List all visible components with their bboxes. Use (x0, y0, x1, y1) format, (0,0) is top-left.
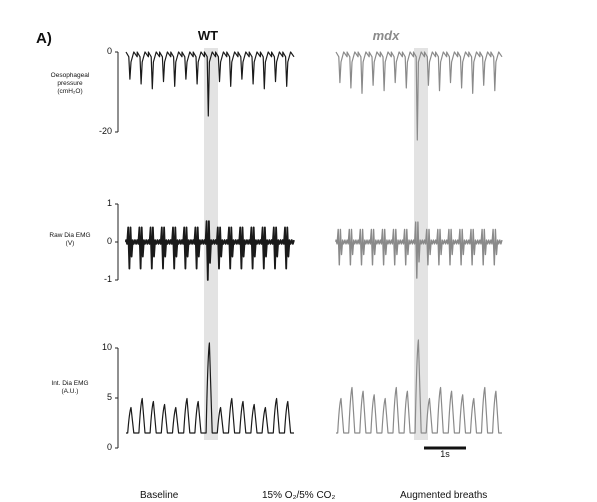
tick-label-int-5: 5 (106, 392, 112, 402)
tick-label-raw-m1: -1 (103, 274, 112, 284)
tick-label-raw-1: 1 (106, 198, 112, 208)
tick-label-pressure-0: 0 (106, 46, 112, 56)
raw-emg-trace-mdx (335, 221, 503, 279)
int-emg-trace-mdx (336, 339, 502, 434)
tick-label-int-0: 0 (106, 442, 112, 452)
tick-label-raw-0: 0 (106, 236, 112, 246)
tick-label-pressure-20: -20 (98, 126, 112, 136)
ylabel-raw-line-2: (V) (65, 240, 75, 247)
ylabel-pressure-line-3: (cmH₂O) (57, 88, 83, 95)
bottom-label-gas: 15% O₂/5% CO₂ (262, 490, 336, 501)
raw-emg-trace-wt (125, 220, 295, 281)
bottom-label-augmented: Augmented breaths (400, 490, 488, 501)
scale-bar-label: 1s (440, 449, 450, 459)
pressure-trace-mdx (335, 51, 503, 141)
ylabel-raw-emg: Raw Dia EMG (V) (30, 232, 110, 248)
ylabel-int-line-2: (A.U.) (61, 388, 79, 395)
ylabel-pressure-line-2: pressure (57, 80, 83, 87)
ylabel-pressure: Oesophageal pressure (cmH₂O) (30, 72, 110, 96)
ylabel-raw-line-1: Raw Dia EMG (49, 232, 91, 239)
group-label-mdx: mdx (372, 28, 400, 43)
ylabel-pressure-line-1: Oesophageal (50, 72, 90, 79)
ylabel-int-emg: Int. Dia EMG (A.U.) (30, 380, 110, 396)
panel-label: A) (36, 30, 52, 47)
ylabel-int-line-1: Int. Dia EMG (51, 380, 89, 387)
int-emg-trace-wt (126, 342, 294, 434)
tick-label-int-10: 10 (101, 342, 112, 352)
group-label-wt: WT (197, 28, 219, 43)
pressure-trace-wt (125, 51, 295, 117)
bottom-label-baseline: Baseline (140, 490, 179, 501)
